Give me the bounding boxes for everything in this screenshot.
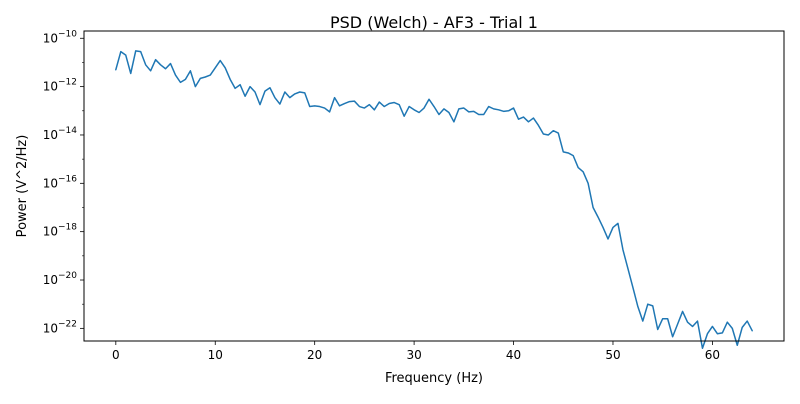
- y-tick-label: 10−16: [43, 174, 78, 190]
- x-tick-label: 50: [605, 348, 620, 362]
- y-tick-label: 10−10: [43, 29, 78, 45]
- x-axis-label: Frequency (Hz): [385, 371, 483, 386]
- x-tick-label: 30: [406, 348, 421, 362]
- x-tick-label: 40: [506, 348, 521, 362]
- y-tick-label: 10−14: [43, 126, 78, 142]
- y-tick-label: 10−20: [43, 271, 78, 287]
- y-tick-label: 10−22: [43, 319, 77, 335]
- y-axis-label: Power (V^2/Hz): [15, 135, 30, 238]
- plot-area: [115, 50, 753, 350]
- y-axis-ticks: 10−22 10−20 10−18 10−16 10−14 10−12 10−10: [43, 29, 84, 335]
- y-tick-label: 10−12: [43, 78, 77, 94]
- x-tick-label: 10: [208, 348, 223, 362]
- series-line-0: [115, 50, 753, 350]
- x-tick-label: 20: [307, 348, 322, 362]
- x-tick-label: 0: [112, 348, 120, 362]
- chart-title: PSD (Welch) - AF3 - Trial 1: [330, 13, 538, 32]
- x-tick-label: 60: [705, 348, 720, 362]
- y-tick-label: 10−18: [43, 223, 78, 239]
- plot-frame: [83, 30, 785, 342]
- x-axis-ticks: 0 10 20 30 40 50 60: [112, 341, 720, 362]
